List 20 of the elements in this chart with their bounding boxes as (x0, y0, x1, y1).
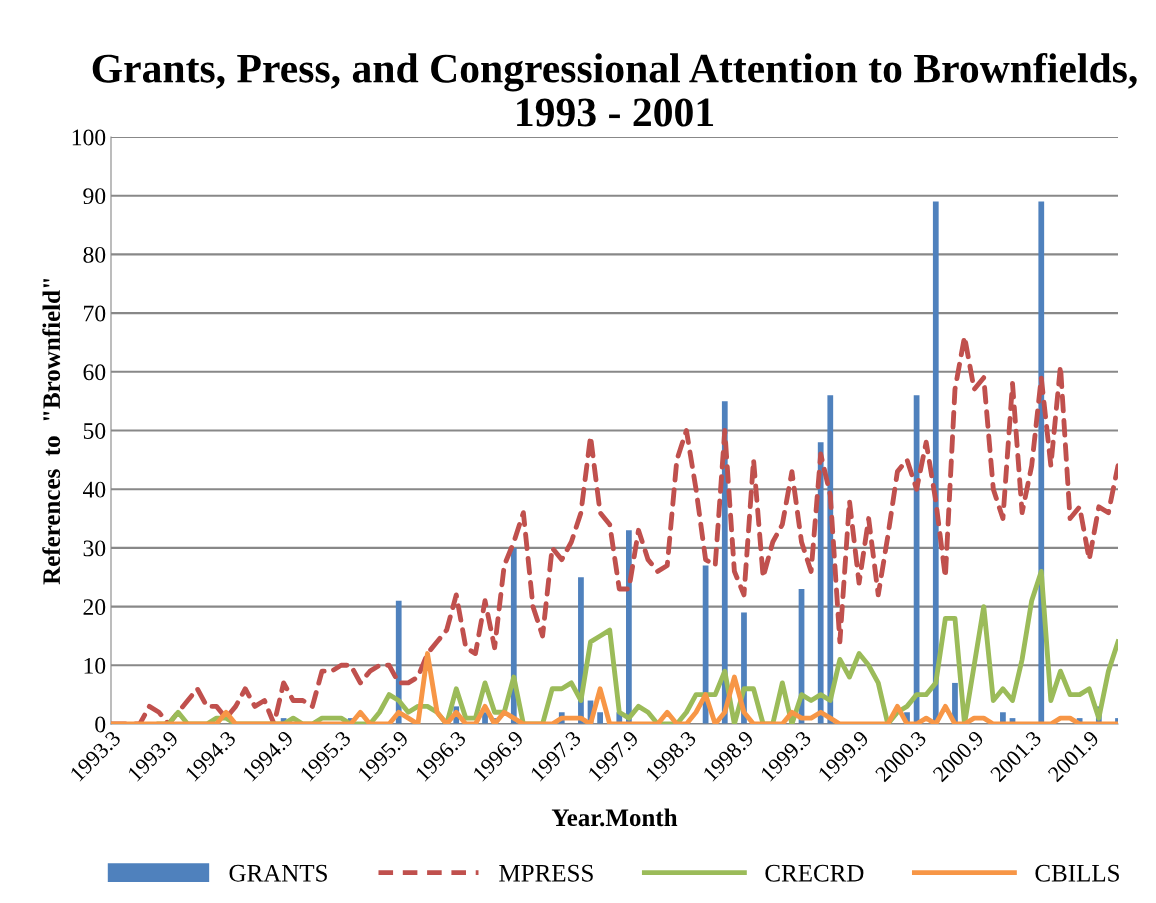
y-tick-label: 40 (82, 481, 106, 498)
y-tick-label: 70 (84, 305, 106, 322)
y-tick-label: 100 (72, 129, 106, 146)
y-axis-title: References to "Brownfield" (42, 278, 61, 585)
bar (597, 712, 603, 724)
x-axis-title: Year.Month (551, 808, 678, 827)
legend-label: CBILLS (1035, 864, 1119, 882)
y-tick-label: 0 (95, 716, 106, 733)
y-tick-label: 10 (84, 657, 106, 674)
y-tick-label: 30 (83, 540, 106, 557)
chart-title: Grants, Press, and Congressional Attention to Brownfields, 1993 - 2001 (92, 52, 1137, 127)
y-tick-label: 80 (83, 246, 106, 263)
legend-label: GRANTS (229, 864, 327, 882)
y-tick-label: 60 (83, 364, 106, 381)
legend-label: CRECRD (765, 864, 864, 882)
y-tick-label: 20 (83, 599, 106, 616)
bar (626, 530, 632, 724)
y-tick-label: 90 (83, 188, 106, 205)
legend-label: MPRESS (499, 864, 593, 882)
y-tick-label: 50 (83, 422, 106, 439)
